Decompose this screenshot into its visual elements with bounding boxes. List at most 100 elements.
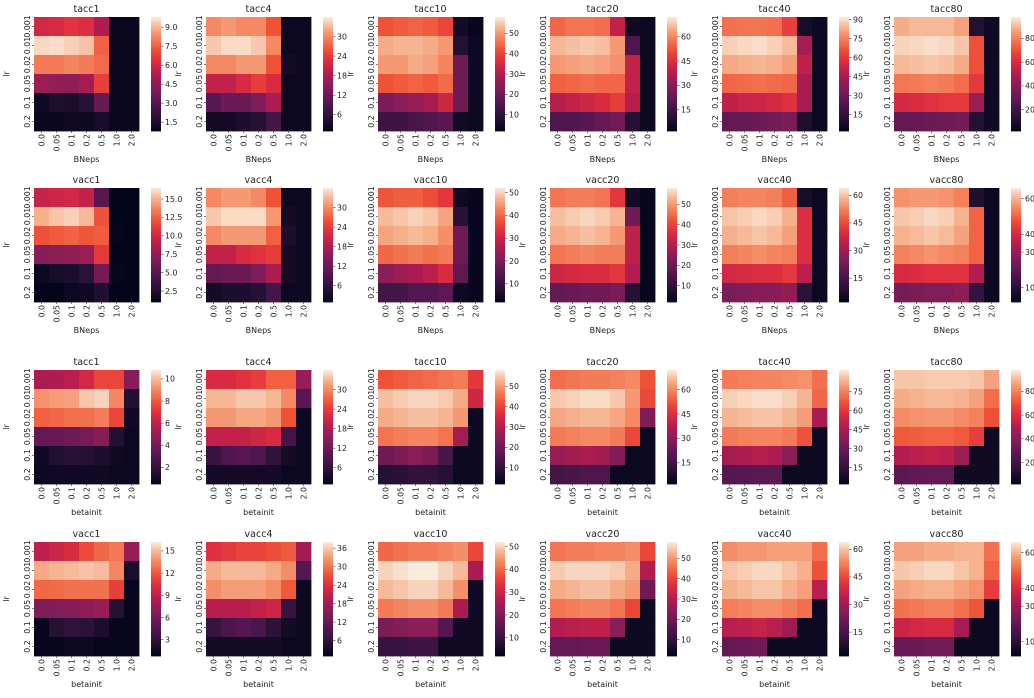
heatmap-cell	[251, 245, 267, 265]
x-tick-label: 0.1	[756, 487, 765, 499]
colorbar-segment	[667, 633, 677, 636]
colorbar-segment	[667, 618, 677, 621]
colorbar-segment	[151, 241, 161, 244]
colorbar-segment	[151, 587, 161, 590]
colorbar-segment	[1011, 121, 1021, 124]
colorbar-segment	[1011, 47, 1021, 50]
y-tick-label: 0.1	[539, 449, 548, 461]
heatmap-cell	[281, 264, 297, 284]
colorbar-segment	[323, 51, 333, 54]
heatmap-cell	[109, 427, 125, 447]
heatmap-cell	[924, 599, 940, 619]
heatmap-cell	[954, 465, 970, 485]
colorbar-segment	[323, 235, 333, 238]
colorbar-segment	[839, 652, 849, 655]
heatmap-cell	[34, 93, 50, 113]
heatmap-panel: vacc10.0 0.05 0.1 0.2 0.5 1.0 2.0BNeps0.0010.0…	[2, 175, 182, 335]
heatmap-cell	[221, 226, 237, 246]
heatmap-cell	[737, 637, 753, 657]
colorbar-tick-label: 10	[681, 636, 691, 645]
colorbar-tick-label: 60	[1025, 58, 1034, 67]
colorbar-segment	[667, 267, 677, 271]
colorbar-segment	[495, 419, 505, 422]
x-tick-label: 0.1	[928, 134, 937, 146]
colorbar-segment	[667, 284, 677, 288]
heatmap-cell	[438, 370, 454, 390]
colorbar-segment	[151, 470, 161, 473]
y-tick-label: 0.2	[711, 286, 720, 298]
colorbar-segment	[839, 480, 849, 483]
colorbar-segment	[839, 273, 849, 276]
colorbar-segment	[667, 587, 677, 590]
colorbar-segment	[323, 106, 333, 109]
heatmap-cell	[767, 226, 783, 246]
colorbar-segment	[667, 79, 677, 82]
colorbar-segment	[667, 224, 677, 227]
colorbar-segment	[839, 286, 849, 290]
colorbar-segment	[151, 32, 161, 35]
colorbar-segment	[323, 271, 333, 274]
heatmap-cell	[580, 465, 596, 485]
x-tick-label: 2.0	[988, 659, 997, 671]
heatmap-cell	[49, 17, 65, 37]
colorbar-segment	[151, 245, 161, 248]
colorbar-segment	[151, 64, 161, 67]
colorbar-segment	[667, 568, 677, 571]
colorbar-segment	[151, 290, 161, 293]
heatmap-cell	[797, 561, 813, 581]
colorbar-segment	[151, 408, 161, 411]
colorbar-segment	[495, 442, 505, 445]
heatmap-cell	[969, 264, 985, 284]
colorbar-tick-label: 9	[165, 591, 170, 600]
colorbar-segment	[839, 468, 849, 472]
y-tick-label: 0.001	[539, 186, 548, 208]
colorbar-segment	[839, 264, 849, 267]
colorbar-segment	[495, 389, 505, 392]
heatmap-cell	[722, 36, 738, 56]
colorbar-segment	[323, 619, 333, 623]
heatmap-cell	[954, 74, 970, 94]
colorbar-segment	[495, 440, 505, 443]
y-tick-label: 0.1	[367, 267, 376, 279]
y-tick-label: 0.2	[367, 115, 376, 127]
colorbar-segment	[1011, 428, 1021, 432]
heatmap-cell	[797, 55, 813, 75]
y-axis-label: lr	[174, 424, 183, 430]
heatmap-cell	[737, 188, 753, 208]
heatmap-cell	[79, 93, 95, 113]
y-tick-label: 0.001	[539, 540, 548, 562]
colorbar-segment	[1011, 127, 1021, 130]
colorbar-segment	[495, 559, 505, 562]
colorbar-segment	[323, 551, 333, 554]
heatmap-cell	[782, 427, 798, 447]
colorbar-segment	[1011, 216, 1021, 219]
colorbar-segment	[667, 561, 677, 564]
heatmap-cell	[206, 112, 222, 132]
colorbar-segment	[323, 49, 333, 52]
heatmap-cell	[565, 226, 581, 246]
colorbar-segment	[323, 188, 333, 191]
colorbar-segment	[495, 631, 505, 634]
colorbar-segment	[667, 123, 677, 126]
colorbar-segment	[1011, 24, 1021, 27]
colorbar-segment	[1011, 74, 1021, 77]
heatmap-cell	[266, 465, 282, 485]
colorbar-segment	[323, 470, 333, 473]
heatmap-cell	[251, 283, 267, 303]
colorbar-segment	[323, 482, 333, 485]
colorbar-segment	[495, 20, 505, 24]
colorbar-segment	[839, 39, 849, 43]
colorbar-segment	[1011, 619, 1021, 623]
colorbar-segment	[151, 279, 161, 282]
colorbar-segment	[151, 264, 161, 267]
colorbar-segment	[1011, 370, 1021, 373]
colorbar-tick-label: 30	[853, 600, 863, 609]
colorbar-tick-label: 10	[509, 634, 519, 643]
heatmap-cell	[797, 465, 813, 485]
colorbar-segment	[323, 650, 333, 653]
colorbar-segment	[495, 652, 505, 655]
colorbar-segment	[667, 379, 677, 382]
colorbar-segment	[495, 394, 505, 397]
